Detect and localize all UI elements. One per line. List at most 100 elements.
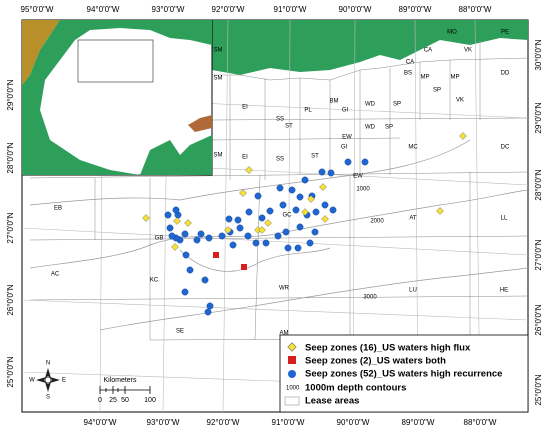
seep-high-recurrence: [181, 230, 189, 238]
lease-label: BM: [330, 99, 339, 105]
seep-high-flux: [319, 183, 327, 191]
seep-both: [213, 252, 219, 258]
lease-label: EW: [353, 174, 363, 180]
left-coord-label: 29°0'0"N: [6, 79, 15, 110]
legend-label: Seep zones (2)_US waters both: [305, 356, 446, 367]
seep-high-recurrence: [288, 186, 296, 194]
scale-bar: Kilometers 0 25 50 100: [98, 377, 156, 404]
top-coord-label: 89°0'0"W: [399, 5, 432, 14]
lease-label: MP: [421, 75, 430, 81]
seep-high-recurrence: [296, 193, 304, 201]
seep-high-recurrence: [301, 176, 309, 184]
seep-high-recurrence: [344, 158, 352, 166]
seep-high-recurrence: [197, 230, 205, 238]
lease-label: LL: [501, 216, 508, 222]
bottom-coord-label: 92°0'0"W: [207, 418, 240, 427]
seep-high-flux: [142, 214, 150, 222]
seep-high-recurrence: [182, 251, 190, 259]
lease-label: EI: [242, 105, 248, 111]
lease-label: DD: [501, 71, 510, 77]
graticule: [21, 19, 529, 413]
scale-tick: 25: [109, 397, 117, 404]
seep-high-flux: [173, 217, 181, 225]
seep-high-recurrence: [294, 244, 302, 252]
legend-contour-sample: 1000: [286, 386, 300, 392]
right-coord-label: 28°0'0"N: [534, 169, 543, 200]
seep-high-recurrence: [329, 206, 337, 214]
lease-label: MP: [451, 75, 460, 81]
lease-label: SS: [276, 157, 284, 163]
seep-high-recurrence: [201, 276, 209, 284]
legend-swatch-recurrence: [288, 370, 296, 378]
right-coord-label: 26°0'0"N: [534, 304, 543, 335]
seep-high-flux: [436, 207, 444, 215]
lease-label: ST: [285, 124, 293, 130]
lease-label: EW: [342, 135, 352, 141]
compass-e: E: [62, 378, 66, 384]
seep-high-flux: [224, 226, 232, 234]
inset-land-brown: [22, 20, 60, 85]
right-coord-label: 29°0'0"N: [534, 102, 543, 133]
left-coord-label: 26°0'0"N: [6, 284, 15, 315]
seep-high-recurrence: [262, 239, 270, 247]
lease-label: BS: [404, 71, 412, 77]
lease-label: HE: [500, 288, 508, 294]
lease-label: SM: [214, 153, 223, 159]
scale-tick: 50: [121, 397, 129, 404]
seep-high-recurrence: [244, 232, 252, 240]
legend-box: [279, 334, 529, 413]
lease-label: EI: [242, 155, 248, 161]
top-coord-label: 92°0'0"W: [212, 5, 245, 14]
lease-label: KC: [150, 278, 159, 284]
lease-label: LU: [409, 288, 417, 294]
seep-high-recurrence: [172, 206, 180, 214]
contour-label: 1000: [356, 187, 370, 193]
top-coord-label: 94°0'0"W: [87, 5, 120, 14]
legend-label: Seep zones (16)_US waters high flux: [305, 343, 471, 354]
compass: N S E W: [29, 361, 66, 401]
legend-swatch-flux: [287, 342, 297, 352]
inset-land-green: [22, 20, 212, 175]
bottom-coord-label: 89°0'0"W: [402, 418, 435, 427]
contour-label: 2000: [370, 219, 384, 225]
lease-label: SS: [276, 117, 284, 123]
lease-label: SP: [433, 88, 441, 94]
lease-label: SP: [393, 102, 401, 108]
seep-high-recurrence: [218, 232, 226, 240]
lease-label: WD: [365, 102, 376, 108]
seep-high-recurrence: [306, 239, 314, 247]
lease-label: GC: [283, 213, 293, 219]
left-coord-label: 27°0'0"N: [6, 212, 15, 243]
compass-center: [44, 376, 52, 384]
inset-study-box: [77, 39, 154, 83]
seep-high-recurrence: [312, 208, 320, 216]
bottom-coord-label: 90°0'0"W: [337, 418, 370, 427]
legend-label: 1000m depth contours: [305, 383, 406, 394]
lease-label: ST: [311, 154, 319, 160]
seep-high-recurrence: [205, 234, 213, 242]
right-coord-label: 25°0'0"N: [534, 374, 543, 405]
seep-high-recurrence: [204, 308, 212, 316]
lease-label: DC: [501, 145, 510, 151]
seep-high-recurrence: [254, 192, 262, 200]
inset-yucatan: [140, 135, 212, 175]
top-coord-label: 88°0'0"W: [459, 5, 492, 14]
compass-s: S: [46, 395, 50, 401]
bottom-coord-label: 93°0'0"W: [147, 418, 180, 427]
seep-high-flux: [321, 215, 329, 223]
lease-label: PE: [501, 30, 509, 36]
seep-high-recurrence: [327, 169, 335, 177]
seep-high-recurrence: [252, 239, 260, 247]
bottom-coord-label: 94°0'0"W: [84, 418, 117, 427]
seep-high-flux: [459, 132, 467, 140]
seep-high-recurrence: [274, 232, 282, 240]
seep-high-recurrence: [236, 224, 244, 232]
seep-high-flux: [171, 243, 179, 251]
seep-high-recurrence: [296, 223, 304, 231]
seep-high-recurrence: [225, 215, 233, 223]
inset: [21, 19, 213, 176]
seep-high-recurrence: [276, 184, 284, 192]
lease-label: CA: [424, 48, 432, 54]
seep-high-recurrence: [266, 207, 274, 215]
lease-label: SP: [385, 125, 393, 131]
